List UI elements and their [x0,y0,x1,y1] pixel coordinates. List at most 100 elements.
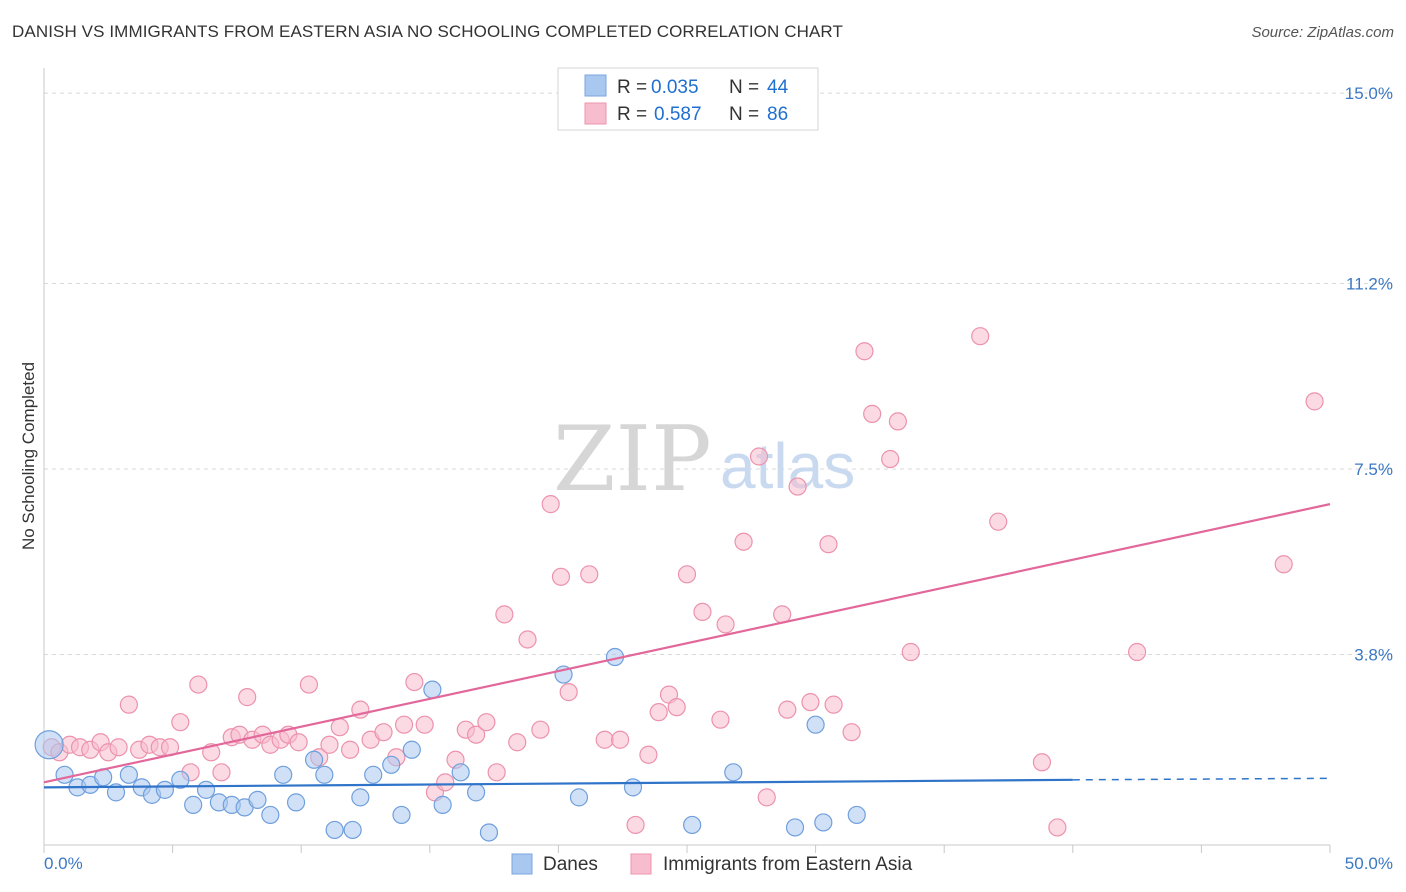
bottom-legend-label-immigrants: Immigrants from Eastern Asia [663,854,913,875]
immigrants-point [901,642,920,662]
immigrants-point [580,565,599,584]
immigrants-point [394,715,414,734]
x-tick-label-min: 0.0% [44,854,83,873]
immigrants-point [716,615,735,634]
immigrants-point [189,675,208,694]
immigrants-point [888,412,908,431]
danes-point [351,788,370,807]
immigrants-point [559,683,578,702]
immigrants-point [639,745,658,764]
danes-point [34,730,64,760]
danes-point [806,715,825,734]
immigrants-point [842,723,861,742]
immigrants-point [1274,555,1293,574]
immigrants-point [778,700,797,719]
immigrants-point [374,723,393,742]
legend-n-label-immigrants: N = [729,104,764,125]
immigrants-point [788,477,807,496]
chart-title: DANISH VS IMMIGRANTS FROM EASTERN ASIA N… [12,22,843,41]
y-tick-label: 11.2% [1346,275,1393,294]
danes-point [479,823,499,842]
immigrants-point [541,495,560,514]
danes-point [286,793,306,812]
source-label: Source: ZipAtlas.com [1251,24,1394,41]
danes-point [382,755,401,774]
danes-trend-line [43,778,1073,789]
immigrants-point [171,713,190,732]
legend-r-value-danes: 0.035 [651,77,699,98]
bottom-legend-label-danes: Danes [543,854,598,875]
immigrants-point [518,630,537,649]
danes-point [343,820,362,840]
danes-point [814,813,833,832]
legend-n-label-danes: N = [729,77,764,98]
legend-swatch-immigrants [584,102,607,125]
immigrants-point [466,725,486,744]
legend-swatch-danes [584,74,607,97]
danes-point [261,805,280,825]
legend-r-value-immigrants: 0.587 [654,104,702,125]
trend-lines [43,503,1331,789]
danes-point [433,795,452,814]
immigrants-point [340,740,360,759]
immigrants-point [320,735,339,754]
danes-point [466,783,486,802]
danes-trend-line-extension [1072,777,1331,781]
danes-point [847,805,866,825]
immigrants-point [415,715,434,734]
danes-point [171,770,190,789]
immigrants-point [863,404,882,423]
danes-point [274,765,293,784]
immigrants-point [487,763,506,782]
bottom-legend: Danes Immigrants from Eastern Asia [511,853,913,875]
danes-point [402,740,421,759]
immigrants-point [757,788,776,807]
y-axis-label: No Schooling Completed [19,362,38,550]
immigrants-point [649,703,668,722]
immigrants-point [495,605,514,624]
danes-point [55,765,74,784]
immigrants-point [477,713,496,732]
y-tick-labels: 3.8% 7.5% 11.2% 15.0% [1345,84,1393,664]
watermark-atlas: atlas [720,430,855,502]
immigrants-point [611,730,630,749]
y-tick-label: 15.0% [1345,84,1393,103]
immigrants-point [819,535,838,554]
legend-r-label-danes: R = [617,77,652,98]
immigrants-point [330,718,349,737]
immigrants-point [881,449,900,469]
immigrants-point [119,695,138,714]
danes-point [392,805,411,825]
x-tick-label-max: 50.0% [1345,854,1393,873]
immigrants-point [693,602,712,622]
legend-r-label-immigrants: R = [617,104,652,125]
danes-point [325,820,344,840]
x-tick-marks [43,845,1331,853]
immigrants-point [734,532,753,551]
danes-point [623,778,643,797]
watermark-zip: ZIP [553,407,712,512]
y-tick-label: 3.8% [1354,646,1393,665]
immigrants-point [801,693,820,712]
legend-box: R = 0.035 N = 44 R = 0.587 N = 86 [557,67,819,131]
danes-point [196,780,216,799]
bottom-legend-swatch-danes [511,853,533,875]
y-tick-label: 7.5% [1354,460,1393,479]
immigrants-point [749,447,769,466]
danes-point [724,763,743,782]
danes-point [304,750,324,769]
immigrants-point [1127,642,1147,662]
bottom-legend-swatch-immigrants [630,853,652,875]
immigrants-point [531,720,550,739]
immigrants-point [405,672,424,692]
immigrants-point [824,695,843,714]
immigrants-point [1048,818,1067,837]
danes-point [315,765,334,784]
immigrants-point [1305,392,1324,411]
immigrants-point [1032,753,1052,772]
immigrants-point [299,675,319,694]
danes-point [155,780,174,799]
immigrants-trend-line [43,503,1331,784]
legend-n-value-danes: 44 [767,77,789,98]
